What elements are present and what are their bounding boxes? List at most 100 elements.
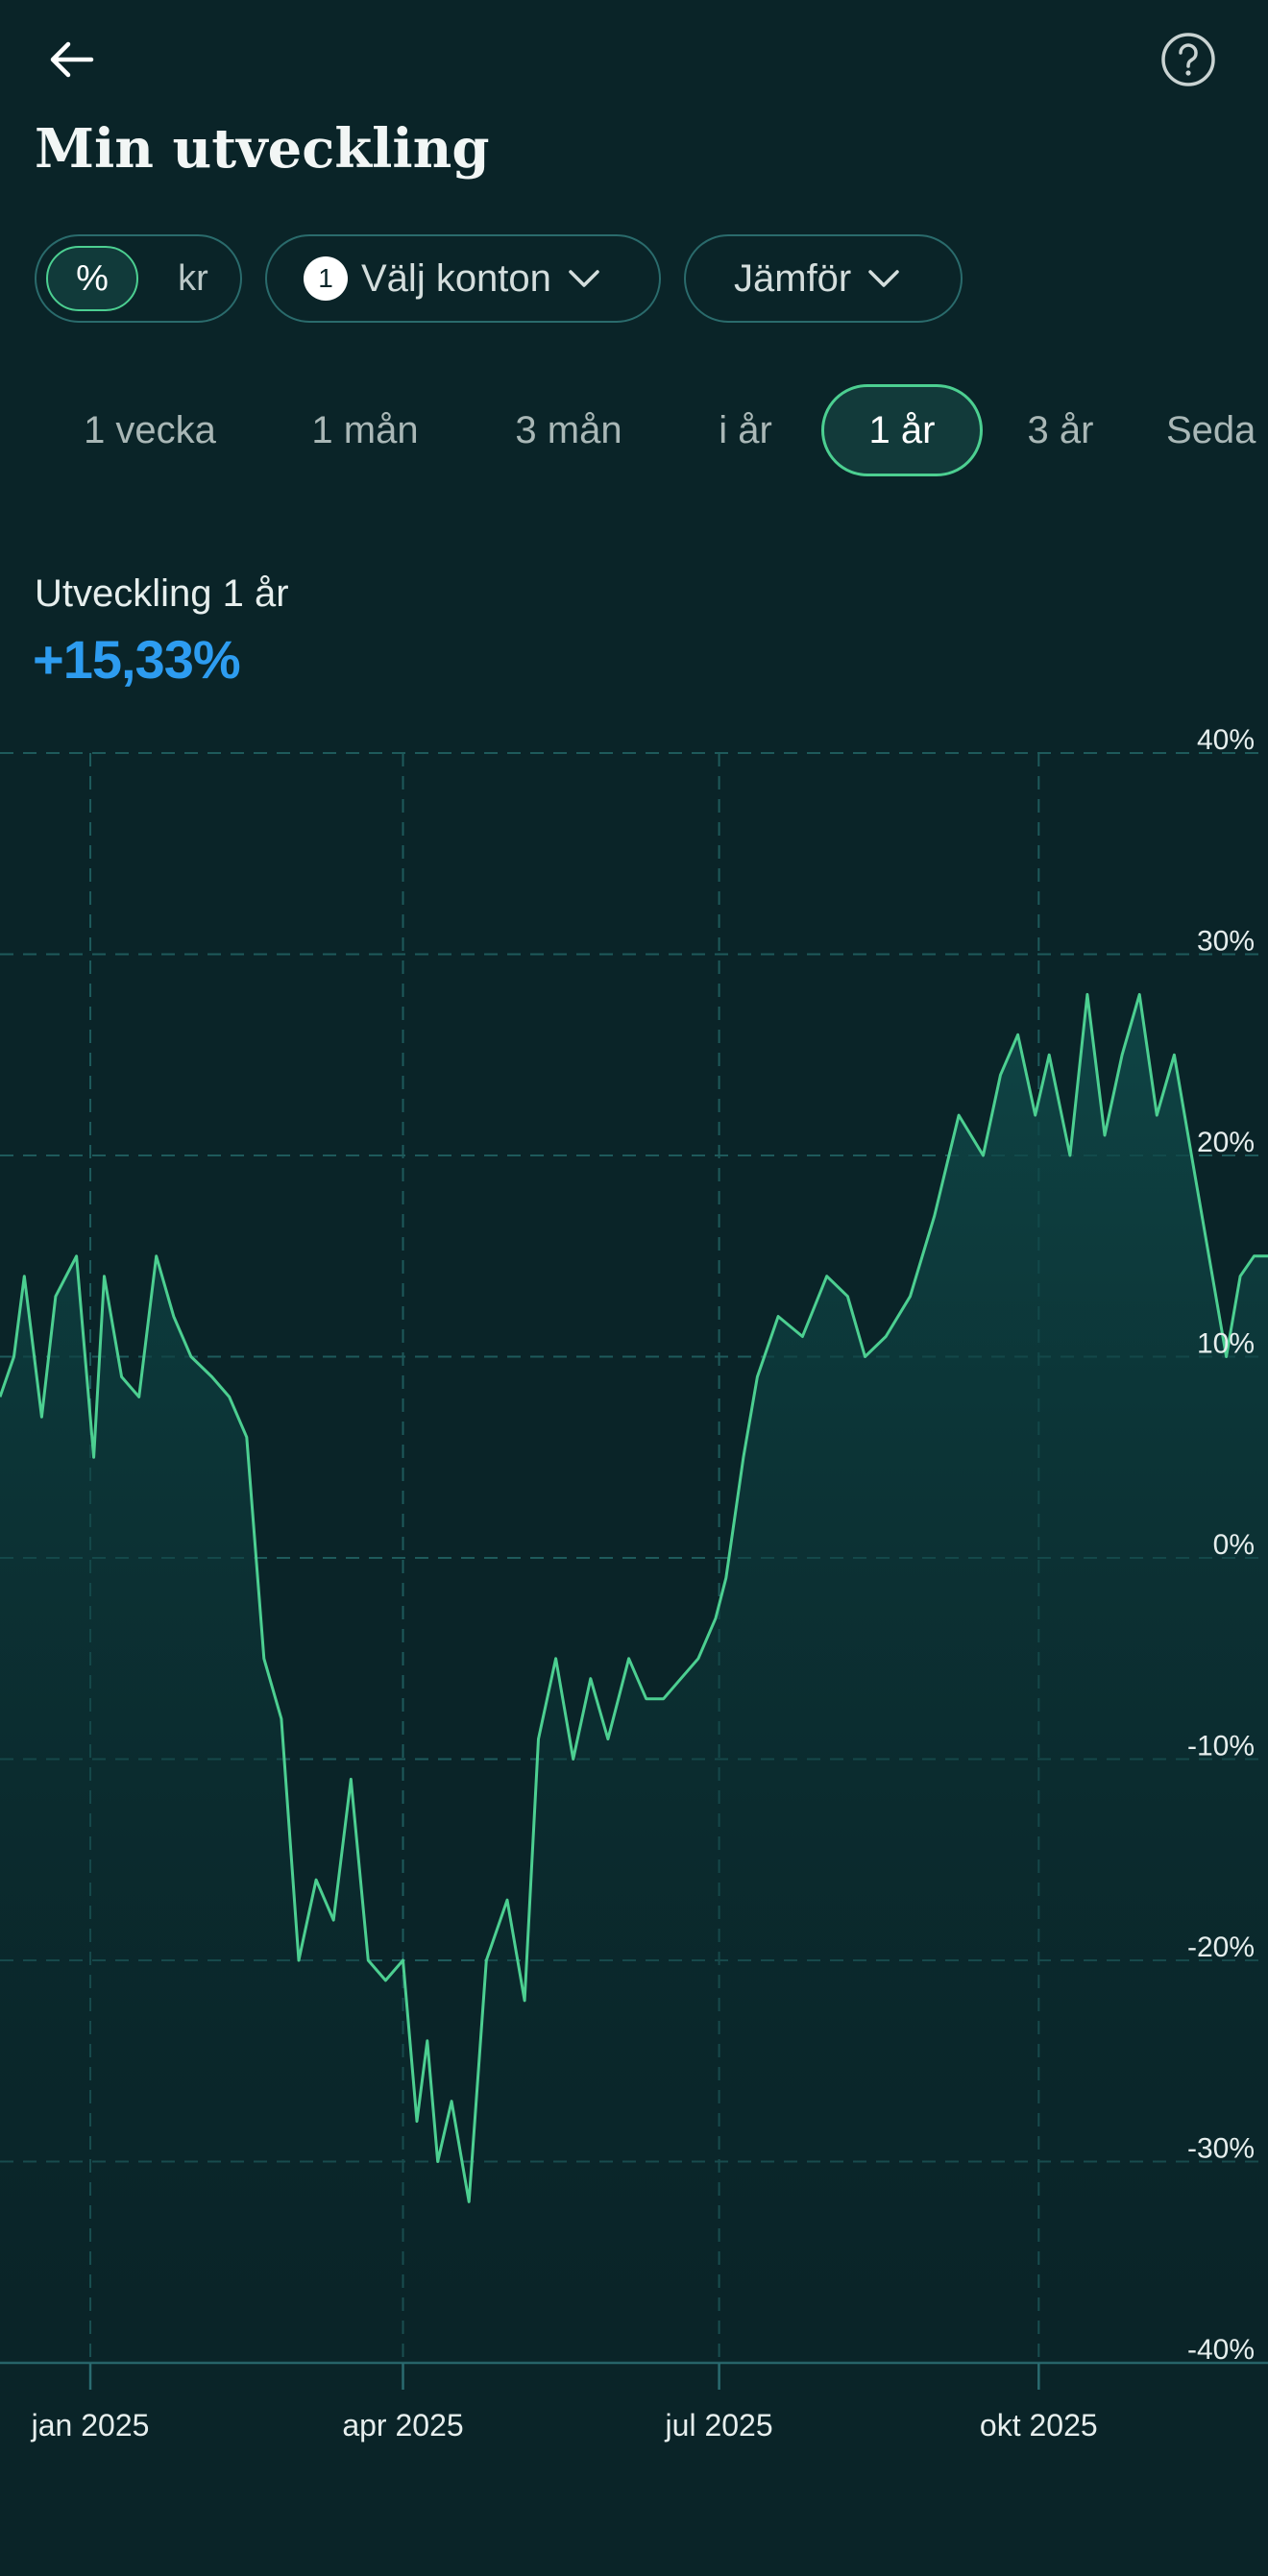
data-point — [626, 1656, 632, 1662]
data-point — [605, 1737, 611, 1742]
data-point — [53, 1294, 59, 1300]
data-point — [449, 2099, 454, 2104]
period-since-start[interactable]: Seda — [1166, 408, 1256, 451]
development-chart[interactable]: 40% 30% 20% 10% 0% -10% -20% -30% -40% jan 2025 ap… — [0, 711, 1268, 2497]
data-point — [261, 1656, 267, 1662]
data-point — [209, 1373, 215, 1379]
top-bar — [0, 0, 1268, 115]
data-point — [244, 1434, 250, 1440]
data-point — [365, 1957, 371, 1963]
help-circle-icon — [1161, 33, 1215, 86]
data-point — [91, 1454, 97, 1460]
data-point — [956, 1112, 962, 1118]
compare-button[interactable]: Jämför — [684, 234, 963, 323]
data-point — [425, 2038, 430, 2044]
unit-option-percent[interactable]: % — [46, 246, 138, 311]
y-tick-label: 40% — [1197, 724, 1255, 756]
data-point — [171, 1314, 177, 1320]
data-point — [1119, 1052, 1125, 1057]
data-point — [1188, 1153, 1194, 1158]
data-point — [188, 1354, 194, 1360]
y-tick-label: -40% — [1187, 2334, 1255, 2366]
data-point — [466, 2199, 472, 2204]
period-1-month[interactable]: 1 mån — [311, 408, 419, 451]
data-point — [1085, 991, 1090, 997]
x-tick-label: jan 2025 — [31, 2408, 150, 2442]
data-point — [504, 1897, 510, 1903]
chevron-down-icon — [868, 270, 899, 287]
x-tick-label: okt 2025 — [980, 2408, 1098, 2442]
data-point — [11, 1354, 16, 1360]
data-point — [571, 1757, 576, 1762]
y-tick-label: -30% — [1187, 2133, 1255, 2165]
data-point — [741, 1454, 746, 1460]
data-point — [483, 1957, 489, 1963]
y-tick-label: 20% — [1197, 1127, 1255, 1158]
data-point — [330, 1917, 336, 1923]
unit-option-kr[interactable]: kr — [178, 257, 208, 299]
data-point — [38, 1414, 44, 1420]
data-point — [723, 1575, 729, 1581]
y-tick-label: 0% — [1213, 1529, 1255, 1561]
data-point — [227, 1394, 232, 1399]
accounts-count-badge: 1 — [304, 256, 348, 301]
data-point — [1154, 1112, 1159, 1118]
y-tick-label: 30% — [1197, 926, 1255, 958]
y-tick-label: -20% — [1187, 1932, 1255, 1963]
period-3-years[interactable]: 3 år — [1027, 408, 1094, 451]
page-title: Min utveckling — [35, 117, 490, 181]
data-point — [713, 1616, 719, 1621]
chevron-down-icon — [569, 270, 599, 287]
arrow-left-icon — [50, 41, 94, 78]
accounts-label: Välj konton — [361, 256, 551, 300]
data-point — [522, 1998, 527, 2004]
data-point — [588, 1676, 594, 1682]
x-tick-label: jul 2025 — [665, 2408, 773, 2442]
data-point — [536, 1737, 542, 1742]
data-point — [119, 1373, 125, 1379]
data-point — [21, 1274, 27, 1279]
data-point — [883, 1334, 889, 1340]
data-point — [1207, 1253, 1212, 1259]
back-button[interactable] — [38, 29, 106, 90]
data-point — [908, 1294, 914, 1300]
y-tick-label: -10% — [1187, 1731, 1255, 1762]
x-tick-label: apr 2025 — [342, 2408, 463, 2442]
data-point — [279, 1716, 284, 1722]
data-point — [553, 1656, 559, 1662]
data-point — [775, 1314, 781, 1320]
select-accounts-button[interactable]: 1 Välj konton — [265, 234, 661, 323]
data-point — [1237, 1274, 1243, 1279]
data-point — [313, 1877, 319, 1883]
unit-toggle: % kr — [35, 234, 242, 323]
chart-area — [0, 994, 1268, 2363]
period-3-months[interactable]: 3 mån — [515, 408, 622, 451]
data-point — [414, 2119, 420, 2125]
data-point — [1171, 1052, 1177, 1057]
period-selector: 1 vecka 1 mån 3 mån i år 1 år 3 år Seda — [0, 384, 1268, 476]
period-1-year[interactable]: 1 år — [821, 384, 983, 476]
data-point — [824, 1274, 830, 1279]
data-point — [136, 1394, 142, 1399]
period-ytd[interactable]: i år — [719, 408, 772, 451]
development-value: +15,33% — [33, 629, 241, 690]
data-point — [1102, 1132, 1108, 1138]
data-point — [644, 1696, 649, 1702]
data-point — [678, 1676, 684, 1682]
data-point — [401, 1957, 406, 1963]
development-label: Utveckling 1 år — [35, 572, 289, 615]
data-point — [435, 2159, 441, 2165]
y-tick-label: 10% — [1197, 1328, 1255, 1360]
data-point — [1015, 1032, 1021, 1037]
data-point — [998, 1072, 1004, 1078]
compare-label: Jämför — [734, 256, 852, 300]
data-point — [980, 1153, 986, 1158]
help-button[interactable] — [1158, 29, 1219, 90]
data-point — [799, 1334, 805, 1340]
data-point — [348, 1776, 354, 1782]
data-point — [1046, 1052, 1052, 1057]
period-1-week[interactable]: 1 vecka — [84, 408, 216, 451]
data-point — [844, 1294, 850, 1300]
data-point — [101, 1274, 107, 1279]
data-point — [1252, 1253, 1257, 1259]
